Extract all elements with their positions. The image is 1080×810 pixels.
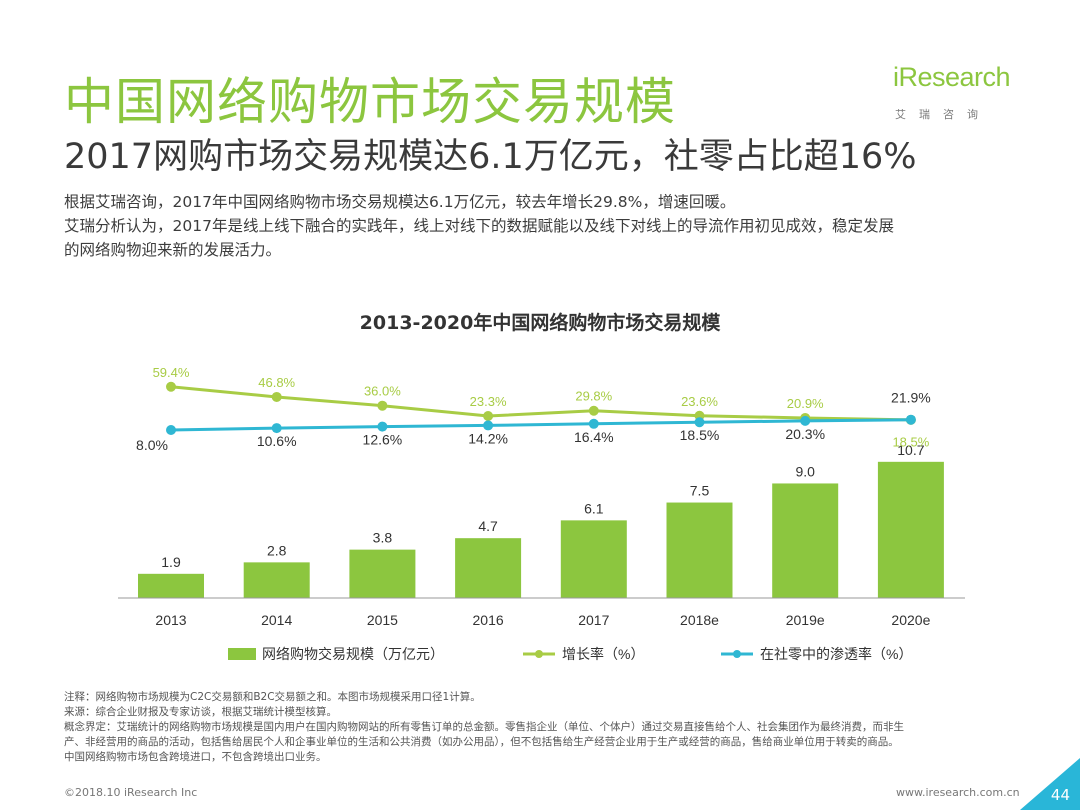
page-title: 中国网络购物市场交易规模 bbox=[64, 73, 676, 131]
bar-label-2018e: 7.5 bbox=[690, 483, 710, 499]
bar-2020e bbox=[877, 461, 944, 598]
penetration-label-2016: 14.2% bbox=[468, 430, 508, 446]
growth-rate-line bbox=[170, 385, 911, 422]
chart-legend: 网络购物交易规模（万亿元） 增长率（%） 在社零中的渗透率（%） bbox=[228, 646, 912, 662]
footnote-2: 来源：综合企业财报及专家访谈，根据艾瑞统计模型核算。 bbox=[64, 706, 337, 718]
summary-paragraph-2: 艾瑞分析认为，2017年是线上线下融合的实践年，线上对线下的数据赋能以及线下对线… bbox=[64, 217, 894, 235]
growth-label-2014: 46.8% bbox=[258, 375, 295, 390]
bar-2017 bbox=[560, 520, 627, 598]
footer-url[interactable]: www.iresearch.com.cn bbox=[896, 786, 1020, 799]
bar-2016 bbox=[455, 538, 522, 598]
legend-growth-label: 增长率（%） bbox=[562, 646, 644, 662]
bar-2015 bbox=[349, 549, 416, 598]
legend-penetration-label: 在社零中的渗透率（%） bbox=[760, 646, 912, 662]
legend-growth-marker bbox=[535, 650, 543, 658]
x-tick-2017: 2017 bbox=[578, 612, 609, 628]
growth-label-2018e: 23.6% bbox=[681, 394, 718, 409]
x-tick-2014: 2014 bbox=[261, 612, 292, 628]
legend-penetration-marker bbox=[733, 650, 741, 658]
bar-2014 bbox=[243, 562, 310, 598]
bar-2013 bbox=[138, 573, 204, 598]
penetration-point-2019e bbox=[800, 415, 811, 426]
page-subtitle: 2017网购市场交易规模达6.1万亿元，社零占比超16% bbox=[64, 137, 917, 177]
growth-label-2020e: 18.5% bbox=[892, 435, 929, 450]
bars-layer bbox=[138, 461, 944, 598]
bar-label-2019e: 9.0 bbox=[795, 463, 815, 479]
x-tick-2018e: 2018e bbox=[680, 612, 719, 628]
penetration-label-2015: 12.6% bbox=[363, 432, 403, 448]
penetration-label-2017: 16.4% bbox=[574, 429, 614, 445]
growth-label-2016: 23.3% bbox=[470, 394, 507, 409]
penetration-point-2020e bbox=[905, 414, 916, 425]
bar-label-2015: 3.8 bbox=[373, 530, 393, 546]
bar-2018e bbox=[666, 502, 733, 598]
page-number: 44 bbox=[1050, 786, 1070, 804]
market-size-chart: 1.9 2.8 3.8 4.7 6.1 7.5 9.0 10.7 59.4% 46.8% 36.0%… bbox=[118, 365, 965, 662]
legend-bar-swatch bbox=[228, 648, 256, 660]
penetration-label-2019e: 20.3% bbox=[785, 426, 825, 442]
summary-paragraph-1: 根据艾瑞咨询，2017年中国网络购物市场交易规模达6.1万亿元，较去年增长29.… bbox=[64, 193, 736, 211]
copyright: ©2018.10 iResearch Inc bbox=[64, 786, 198, 799]
penetration-label-2018e: 18.5% bbox=[680, 427, 720, 443]
penetration-line bbox=[170, 418, 911, 432]
x-tick-2020e: 2020e bbox=[891, 612, 930, 628]
growth-point-2015 bbox=[377, 400, 388, 411]
bar-label-2017: 6.1 bbox=[584, 500, 604, 516]
x-tick-2015: 2015 bbox=[367, 612, 398, 628]
iresearch-logo: iResearch 艾瑞咨询 bbox=[893, 62, 1033, 124]
penetration-point-2018e bbox=[694, 417, 705, 428]
bar-label-2016: 4.7 bbox=[478, 518, 498, 534]
x-tick-2016: 2016 bbox=[473, 612, 504, 628]
growth-label-2019e: 20.9% bbox=[787, 396, 824, 411]
summary-text: 根据艾瑞咨询，2017年中国网络购物市场交易规模达6.1万亿元，较去年增长29.… bbox=[64, 190, 1034, 262]
x-tick-2013: 2013 bbox=[155, 612, 186, 628]
labels-layer: 1.9 2.8 3.8 4.7 6.1 7.5 9.0 10.7 59.4% 46.8% 36.0%… bbox=[136, 365, 931, 570]
footnotes: 注释：网络购物市场规模为C2C交易额和B2C交易额之和。本图市场规模采用口径1计… bbox=[64, 690, 1034, 765]
penetration-label-2014: 10.6% bbox=[257, 433, 297, 449]
penetration-point-2013 bbox=[166, 425, 176, 435]
page-corner-decoration bbox=[1020, 758, 1080, 810]
bar-label-2020e: 10.7 bbox=[897, 442, 924, 458]
lines-layer bbox=[166, 381, 916, 435]
legend-bar-label: 网络购物交易规模（万亿元） bbox=[262, 646, 444, 662]
footnote-1: 注释：网络购物市场规模为C2C交易额和B2C交易额之和。本图市场规模采用口径1计… bbox=[64, 691, 481, 703]
growth-point-2017 bbox=[588, 405, 599, 416]
growth-point-2014 bbox=[271, 391, 282, 402]
growth-label-2013: 59.4% bbox=[153, 365, 190, 380]
penetration-label-2013: 8.0% bbox=[136, 437, 168, 453]
penetration-point-2017 bbox=[588, 418, 599, 429]
x-tick-2019e: 2019e bbox=[786, 612, 825, 628]
growth-label-2017: 29.8% bbox=[575, 389, 612, 404]
bar-label-2013: 1.9 bbox=[161, 554, 181, 570]
summary-paragraph-3: 的网络购物迎来新的发展活力。 bbox=[64, 241, 282, 259]
footnote-3: 概念界定：艾瑞统计的网络购物市场规模是国内用户在国内购物网站的所有零售订单的总金… bbox=[64, 721, 904, 733]
bar-label-2014: 2.8 bbox=[267, 542, 287, 558]
x-axis-ticks: 2013 2014 2015 2016 2017 2018e 2019e 2020e bbox=[155, 612, 930, 628]
penetration-point-2016 bbox=[483, 420, 494, 431]
growth-label-2015: 36.0% bbox=[364, 384, 401, 399]
logo-subtext: 艾瑞咨询 bbox=[895, 108, 991, 121]
chart-title: 2013-2020年中国网络购物市场交易规模 bbox=[359, 312, 721, 334]
growth-point-2016 bbox=[483, 411, 494, 421]
footnote-5: 中国网络购物市场包含跨境进口，不包含跨境出口业务。 bbox=[64, 751, 327, 763]
footnote-4: 产、非经营用的商品的活动，包括售给居民个人和企事业单位的生活和公共消费（如办公用… bbox=[64, 736, 899, 748]
logo-wordmark: iResearch bbox=[893, 62, 1011, 92]
bar-2019e bbox=[772, 483, 839, 598]
penetration-point-2015 bbox=[377, 421, 388, 432]
penetration-point-2014 bbox=[271, 423, 282, 434]
penetration-label-2020e: 21.9% bbox=[891, 390, 931, 406]
growth-point-2013 bbox=[166, 381, 176, 392]
